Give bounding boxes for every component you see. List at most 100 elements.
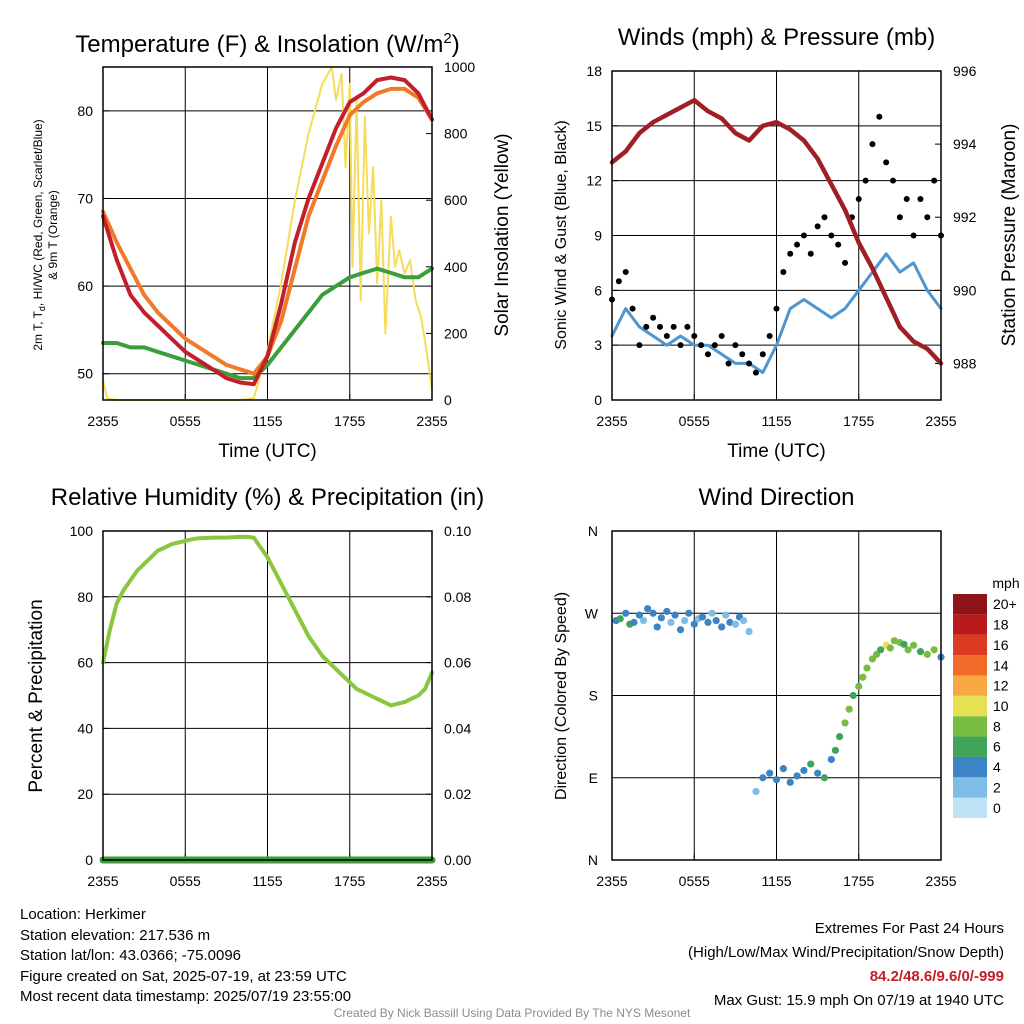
x-tick-label: 0555	[679, 413, 710, 429]
gust-point	[691, 333, 698, 340]
x-tick-label: 0555	[679, 873, 710, 889]
legend-swatch	[953, 736, 987, 757]
gust-point	[814, 223, 821, 230]
wind-direction-point	[663, 607, 671, 616]
wind-direction-point	[745, 627, 753, 636]
series-line	[102, 66, 433, 401]
wind-direction-point	[616, 615, 624, 623]
y-tick-label: 40	[77, 720, 93, 736]
wind-direction-point	[622, 609, 630, 617]
legend-title: mph	[992, 575, 1019, 591]
series-line	[610, 252, 943, 375]
wind-direction-point	[676, 626, 685, 634]
gust-point	[622, 269, 629, 276]
plot-frame	[611, 530, 942, 861]
gust-point	[890, 177, 897, 184]
wind-direction-point	[827, 755, 835, 764]
legend-swatch	[953, 777, 987, 798]
wind-direction-point	[845, 705, 853, 713]
gust-point	[896, 214, 903, 221]
wind-direction-point	[681, 616, 689, 625]
legend-label: 8	[993, 718, 1001, 734]
panel-4-title: Wind Direction	[698, 484, 854, 511]
wind-direction-point	[831, 746, 840, 754]
wind-direction-point	[779, 765, 787, 773]
wind-direction-point	[653, 623, 661, 631]
wind-direction-point	[649, 609, 657, 617]
y-right-tick-label: 0.02	[444, 786, 471, 802]
legend-swatch	[953, 675, 987, 696]
legend-label: 16	[993, 637, 1009, 653]
x-tick-label: 1755	[334, 873, 365, 889]
credit-line: Created By Nick Bassill Using Data Provi…	[333, 1006, 691, 1020]
y-right-tick-label: 0.08	[444, 589, 471, 605]
y-right-tick-label: 996	[953, 63, 977, 79]
wind-direction-point	[752, 787, 760, 796]
x-axis-label: Time (UTC)	[727, 441, 826, 462]
legend-swatch	[953, 594, 987, 615]
y-tick-label: 70	[77, 190, 93, 206]
x-tick-label: 2355	[596, 873, 627, 889]
y-tick-label: 80	[77, 103, 93, 119]
wind-direction-point	[718, 623, 726, 631]
x-tick-label: 1755	[843, 873, 874, 889]
wind-direction-point	[807, 760, 815, 768]
panel-2: Winds (mph) & Pressure (mb) 2355 0555 1155 1…	[553, 24, 1020, 462]
x-tick-label: 1755	[334, 413, 365, 429]
legend-label: 2	[993, 779, 1001, 795]
gust-point	[698, 342, 705, 349]
y-axis-label: Percent & Precipitation	[26, 599, 47, 792]
y-tick-label: N	[588, 852, 598, 868]
y-right-tick-label: 988	[953, 355, 977, 371]
legend-label: 20+	[993, 596, 1017, 612]
wind-direction-point	[890, 637, 898, 645]
gust-point	[629, 305, 636, 312]
y-right-tick-label: 992	[953, 209, 977, 225]
station-elevation: Station elevation: 217.536 m	[20, 926, 211, 944]
wind-direction-point	[904, 646, 912, 654]
gust-point	[835, 241, 842, 248]
y-right-tick-label: 800	[444, 126, 468, 142]
wind-direction-point	[820, 774, 829, 782]
max-gust: Max Gust: 15.9 mph On 07/19 at 1940 UTC	[713, 992, 1004, 1009]
wind-direction-point	[671, 611, 679, 619]
figure-created: Figure created on Sat, 2025-07-19, at 23…	[20, 967, 347, 985]
gust-point	[752, 369, 759, 376]
wind-direction-point	[930, 646, 938, 654]
y-right-axis-label: Solar Insolation (Yellow)	[492, 133, 513, 336]
wind-direction-point	[644, 605, 652, 613]
wind-direction-point	[909, 641, 918, 649]
y-tick-label: 15	[586, 118, 602, 134]
wind-direction-point	[814, 769, 822, 777]
gust-point	[869, 141, 876, 148]
wind-direction-point	[731, 620, 739, 628]
wind-direction-point	[657, 614, 665, 622]
wind-direction-point	[639, 616, 648, 625]
x-tick-label: 1155	[761, 873, 791, 889]
gust-point	[670, 323, 677, 330]
gust-point	[663, 333, 670, 340]
legend-label: 10	[993, 698, 1009, 714]
gust-point	[855, 195, 862, 202]
wind-direction-point	[766, 769, 774, 777]
plot-frame	[102, 66, 433, 401]
wind-direction-point	[877, 646, 885, 654]
gust-point	[759, 351, 766, 358]
extremes-values: 84.2/48.6/9.6/0/-999	[869, 968, 1004, 985]
wind-direction-point	[772, 775, 781, 784]
wind-direction-point	[722, 611, 730, 619]
y-tick-label: N	[588, 523, 598, 539]
wind-direction-point	[740, 616, 748, 625]
legend-swatch	[953, 756, 987, 778]
y-tick-label: 0	[594, 392, 602, 408]
panel-2-title: Winds (mph) & Pressure (mb)	[618, 24, 935, 51]
gust-point	[883, 159, 890, 166]
gust-point	[862, 177, 869, 184]
panel-3-title: Relative Humidity (%) & Precipitation (i…	[51, 484, 484, 511]
wind-direction-point	[900, 640, 908, 648]
y-tick-label: 20	[77, 786, 93, 802]
extremes-subtitle: (High/Low/Max Wind/Precipitation/Snow De…	[688, 944, 1004, 961]
panel-1: Temperature (F) & Insolation (W/m2) 2355 0…	[31, 30, 513, 462]
y-right-tick-label: 200	[444, 325, 468, 341]
